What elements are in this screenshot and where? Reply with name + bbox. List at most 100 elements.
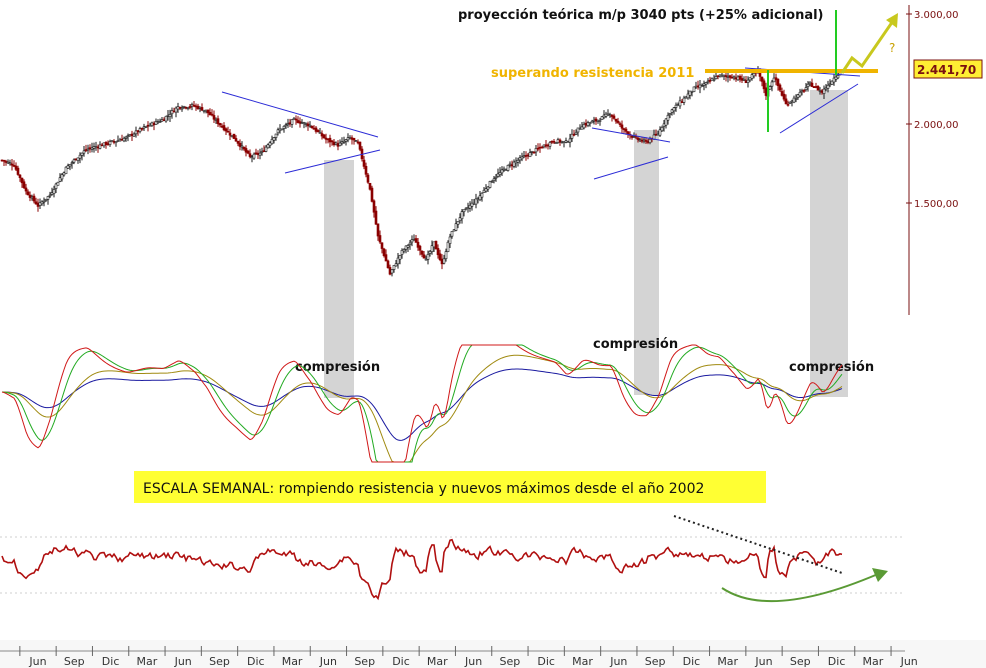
candle-body	[172, 110, 176, 113]
price-candle	[478, 190, 482, 202]
candle-body	[574, 132, 578, 135]
price-candle	[318, 128, 322, 134]
price-series	[0, 66, 844, 277]
price-candle	[14, 162, 18, 171]
candle-body	[390, 269, 394, 274]
price-candle	[708, 76, 712, 84]
candle-body	[488, 181, 492, 188]
candle-body	[48, 194, 52, 197]
price-candle	[216, 115, 220, 127]
price-candle	[368, 182, 372, 191]
candle-body	[748, 77, 752, 81]
candle-body	[408, 242, 412, 245]
candle-body	[84, 149, 88, 151]
candle-body	[512, 161, 516, 167]
candle-body	[436, 248, 440, 256]
price-candle	[468, 201, 472, 212]
price-candle	[658, 126, 662, 138]
price-candle	[586, 120, 590, 128]
price-candle	[760, 76, 764, 87]
x-tick-label: Sep	[645, 655, 666, 668]
candle-body	[532, 151, 536, 154]
price-candle	[128, 134, 132, 137]
candle-body	[54, 183, 58, 189]
candle-body	[26, 191, 30, 196]
price-candle	[74, 158, 78, 161]
price-candle	[702, 80, 706, 91]
price-candle	[206, 109, 210, 118]
candle-body	[204, 109, 208, 112]
price-candle	[234, 135, 238, 142]
price-candle	[104, 141, 108, 149]
candle-body	[194, 105, 198, 108]
candle-body	[28, 194, 32, 198]
candle-body	[420, 250, 424, 255]
price-candle	[518, 154, 522, 164]
x-tick-label: Mar	[427, 655, 448, 668]
price-candle	[738, 74, 742, 83]
price-candle	[540, 145, 544, 149]
candle-body	[270, 139, 274, 145]
candle-body	[18, 174, 22, 178]
price-candle	[134, 126, 138, 138]
price-candle	[382, 247, 386, 258]
candle-body	[150, 122, 154, 126]
price-candle	[226, 126, 230, 133]
price-candle	[302, 121, 306, 129]
price-candle	[110, 140, 114, 143]
price-candle	[428, 250, 432, 257]
candle-body	[122, 138, 126, 142]
candle-body	[124, 136, 128, 139]
candle-body	[794, 98, 798, 100]
candle-body	[190, 104, 194, 107]
candle-body	[60, 174, 64, 180]
candle-body	[540, 146, 544, 149]
x-tick-label: Mar	[282, 655, 303, 668]
candle-body	[210, 113, 214, 116]
price-candle	[290, 119, 294, 128]
candle-body	[16, 167, 20, 175]
time-axis: Jun Sep Dic Mar Jun Sep Dic Mar Jun Sep Dic Mar Jun S…	[0, 640, 986, 668]
candle-body	[376, 223, 380, 237]
candle-body	[318, 132, 322, 134]
candle-body	[402, 249, 406, 252]
price-candle	[394, 260, 398, 267]
price-candle	[204, 109, 208, 114]
price-candle	[266, 143, 270, 149]
candle-body	[456, 221, 460, 225]
price-candle	[704, 81, 708, 89]
price-candle	[792, 95, 796, 104]
price-candle	[408, 239, 412, 250]
x-tick-label: Sep	[790, 655, 811, 668]
candle-body	[220, 125, 224, 128]
price-candle	[60, 173, 64, 182]
price-candle	[770, 79, 774, 92]
price-candle	[258, 148, 262, 160]
price-candle	[554, 142, 558, 144]
candle-body	[728, 75, 732, 78]
price-candle	[24, 183, 28, 195]
price-candle	[192, 101, 196, 108]
candle-body	[380, 242, 384, 249]
candle-body	[816, 86, 820, 91]
candle-body	[712, 79, 716, 81]
price-candle	[20, 177, 24, 188]
candle-body	[406, 245, 410, 248]
candle-body	[458, 217, 462, 221]
price-candle	[116, 135, 120, 142]
price-candle	[728, 74, 732, 81]
candle-body	[762, 80, 766, 90]
price-candle	[202, 109, 206, 114]
candle-body	[792, 97, 796, 103]
y-tick-1500: 1.500,00	[914, 199, 959, 210]
candle-body	[548, 142, 552, 147]
price-candle	[138, 126, 142, 134]
price-candle	[614, 118, 618, 124]
compression-band-1	[324, 160, 354, 398]
candle-body	[6, 161, 10, 164]
price-candle	[576, 127, 580, 137]
oscillator-red-line	[1, 344, 843, 463]
x-tick-label: Mar	[572, 655, 593, 668]
candle-body	[366, 174, 370, 183]
price-candle	[774, 73, 778, 86]
